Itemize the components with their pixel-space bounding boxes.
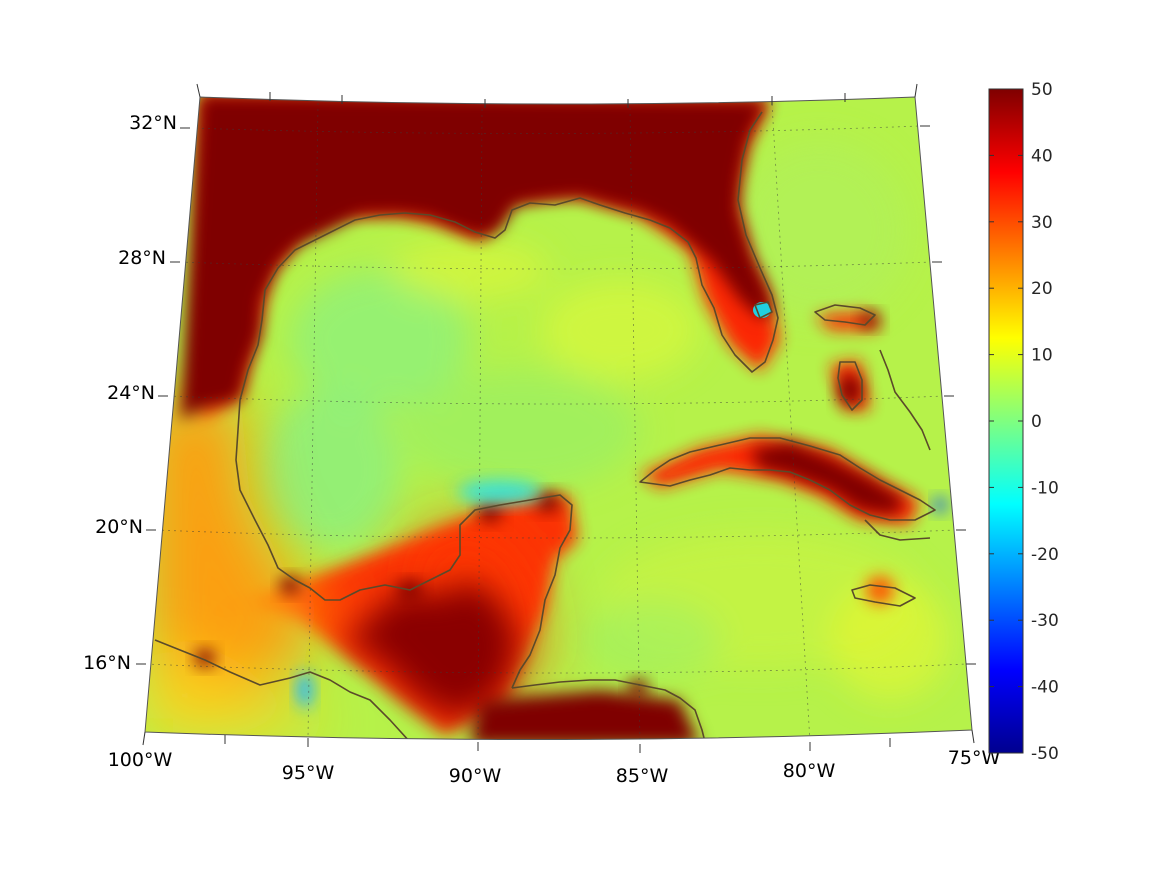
colorbar-label: 0 (1031, 412, 1042, 432)
colorbar-label: 10 (1031, 346, 1053, 366)
colorbar-label: -40 (1031, 678, 1059, 698)
ocean-anomaly-patches (260, 140, 950, 700)
lat-label: 28°N (118, 247, 166, 269)
lon-label: 80°W (783, 760, 836, 782)
colorbar-label: 50 (1031, 80, 1053, 100)
colorbar-label: -20 (1031, 545, 1059, 565)
colorbar-gradient (988, 88, 1024, 754)
colorbar-ticks (989, 88, 1023, 754)
lon-label: 85°W (616, 765, 669, 787)
colorbar-labels: 50 40 30 20 10 0 -10 -20 -30 -40 -50 (1031, 80, 1059, 764)
frame-ticks (136, 83, 976, 753)
latitude-labels: 32°N 28°N 24°N 20°N 16°N (83, 112, 177, 674)
lon-label: 95°W (282, 762, 335, 784)
colorbar-label: 20 (1031, 279, 1053, 299)
colorbar-label: -30 (1031, 611, 1059, 631)
longitude-labels: 100°W 95°W 90°W 85°W 80°W 75°W (108, 747, 1001, 787)
lat-label: 20°N (95, 516, 143, 538)
colorbar-label: 40 (1031, 146, 1053, 166)
colorbar: 50 40 30 20 10 0 -10 -20 -30 -40 -50 (988, 80, 1059, 764)
lon-label: 75°W (948, 747, 1001, 769)
lat-label: 24°N (107, 382, 155, 404)
graticule (145, 102, 967, 740)
lat-label: 32°N (129, 112, 177, 134)
lon-label: 100°W (108, 749, 173, 771)
lat-label: 16°N (83, 652, 131, 674)
colorbar-label: -50 (1031, 744, 1059, 764)
land-masses (145, 97, 946, 740)
colorbar-label: -10 (1031, 478, 1059, 498)
map-frame (144, 96, 973, 741)
colorbar-label: 30 (1031, 213, 1053, 233)
lon-label: 90°W (449, 765, 502, 787)
coastlines (154, 111, 936, 740)
map-area (145, 97, 972, 740)
